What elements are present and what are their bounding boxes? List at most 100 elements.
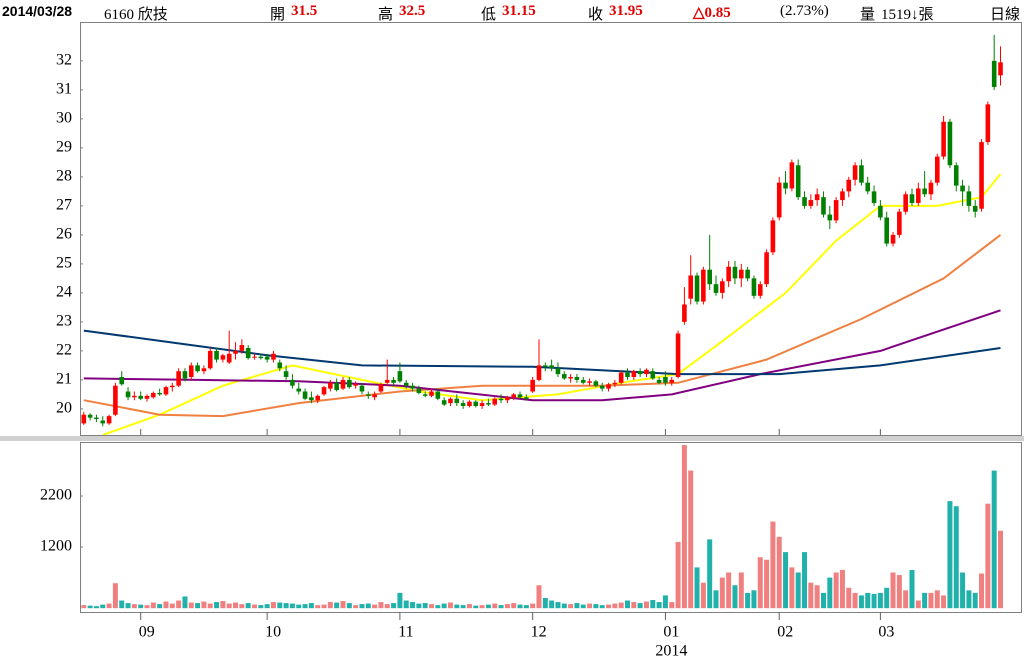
volume-bar [783, 552, 789, 609]
candle-body [928, 182, 934, 195]
candle-body [486, 403, 491, 405]
volume-bar [523, 605, 529, 609]
volume-bar [169, 603, 175, 609]
volume-bar [251, 604, 257, 609]
volume-bar [624, 600, 630, 609]
candle-body [467, 401, 472, 406]
candle-body [321, 387, 327, 395]
candle-body [214, 350, 219, 360]
candle-body [802, 197, 807, 206]
volume-bar [460, 605, 466, 609]
x-tick-label: 10 [265, 624, 281, 641]
x-tick-label: 12 [531, 624, 547, 641]
volume-bar [283, 603, 289, 609]
candle-body [953, 165, 959, 186]
candle-body [783, 182, 788, 189]
close-value: 31.95 [609, 3, 643, 19]
candle-body [252, 356, 257, 358]
candle-body [283, 371, 289, 377]
candle-body [384, 379, 390, 383]
volume-bar [447, 602, 453, 609]
volume-bar [176, 600, 182, 609]
candle-body [435, 391, 441, 399]
volume-bar [757, 557, 763, 609]
candle-body [113, 385, 118, 415]
volume-bar [296, 604, 302, 609]
moving-average [102, 173, 1002, 435]
candle-body [543, 365, 548, 367]
candle-body [688, 275, 694, 299]
volume-bar [865, 592, 871, 609]
volume-bar [568, 604, 574, 609]
change-pct: (2.73%) [780, 3, 829, 19]
high-value: 32.5 [399, 3, 426, 19]
candle-body [233, 350, 238, 354]
low-value: 31.15 [502, 3, 536, 19]
candle-body [859, 165, 864, 183]
candle-body [618, 372, 624, 383]
candle-body [922, 188, 927, 195]
candle-body [865, 182, 871, 192]
volume-bar [827, 577, 833, 609]
volume-bar [157, 604, 163, 609]
candle-body [998, 62, 1003, 76]
candle-body [568, 376, 573, 379]
candle-body [448, 398, 453, 404]
candle-body [530, 379, 535, 392]
moving-average [83, 309, 1001, 402]
volume-bar [498, 605, 504, 609]
candle-body [492, 398, 498, 405]
volume-bar [713, 590, 719, 609]
candle-body [302, 391, 308, 399]
candle-body [580, 379, 586, 383]
candle-body [207, 350, 213, 369]
volume-bar [593, 604, 599, 609]
candle-body [422, 394, 428, 396]
volume-bar [858, 595, 864, 609]
candle-body [593, 381, 599, 386]
high-label: 高 [378, 7, 394, 23]
candle-body [821, 197, 826, 215]
candle-body [814, 194, 820, 201]
candle-body [87, 414, 93, 418]
y-tick-label: 22 [56, 342, 72, 359]
candle-body [669, 379, 675, 383]
candle-body [106, 416, 112, 424]
y-tick-label: 2200 [40, 487, 72, 504]
volume-bar [239, 604, 245, 609]
candle-body [694, 275, 700, 302]
volume-bar [327, 602, 333, 609]
candle-body [454, 398, 460, 404]
candle-body [365, 394, 371, 396]
volume-bar [485, 604, 491, 609]
volume-bar [656, 602, 662, 609]
volume-bar [435, 605, 441, 609]
volume-bar [795, 572, 801, 609]
y-tick-label: 27 [56, 197, 72, 214]
volume-bar [479, 605, 485, 609]
volume-bar [258, 605, 264, 609]
candle-body [309, 397, 314, 401]
candle-body [334, 382, 339, 391]
volume-bar [302, 604, 308, 609]
volume-bar [308, 603, 314, 609]
candle-body [125, 391, 131, 398]
volume-bar [618, 602, 624, 609]
volume-bar [131, 604, 137, 609]
y-tick-label: 25 [56, 255, 72, 272]
volume-bar [675, 541, 681, 609]
volume-bar [100, 604, 106, 609]
candle-body [391, 379, 396, 383]
candle-body [612, 382, 618, 385]
candle-body [650, 371, 656, 379]
volume-bar [789, 567, 795, 609]
y-tick-label: 21 [56, 371, 72, 388]
candle-body [144, 395, 150, 399]
y-tick-label: 26 [56, 226, 72, 243]
close-label: 收 [588, 7, 604, 23]
low-label: 低 [481, 7, 497, 23]
candle-body [138, 395, 143, 399]
candle-body [403, 382, 409, 386]
candle-body [833, 200, 839, 221]
candle-body [296, 388, 302, 392]
